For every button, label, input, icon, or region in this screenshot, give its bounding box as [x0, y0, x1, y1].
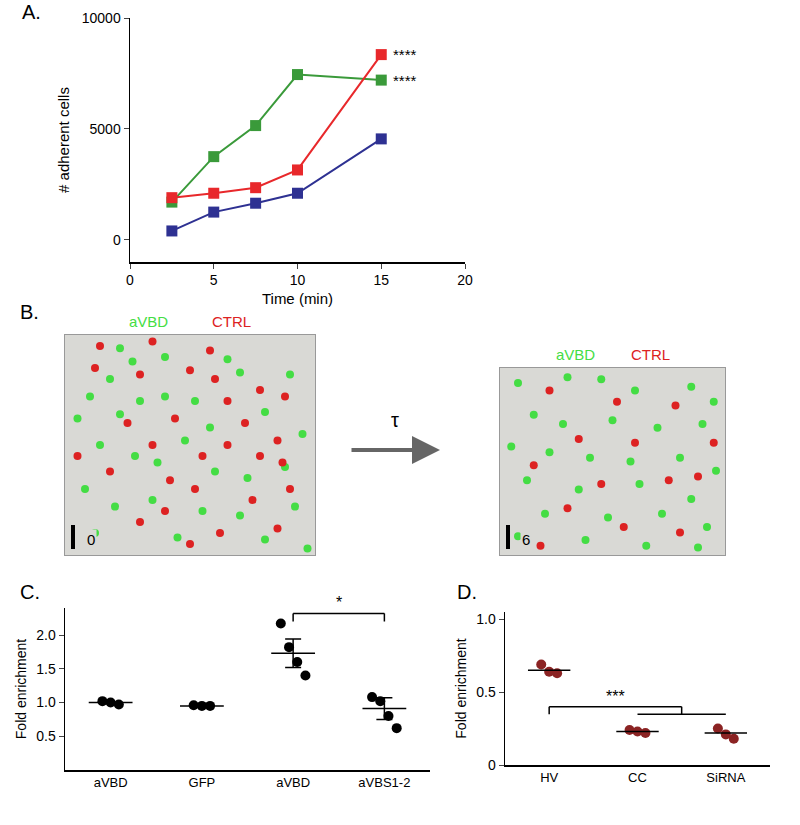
svg-text:Fold enrichment: Fold enrichment: [453, 638, 469, 738]
svg-text:0: 0: [126, 272, 134, 288]
svg-text:D.: D.: [457, 581, 477, 603]
svg-text:Time (min): Time (min): [262, 290, 333, 307]
svg-text:CTRL: CTRL: [212, 313, 251, 330]
svg-text:τ: τ: [391, 409, 399, 431]
svg-text:20: 20: [457, 272, 473, 288]
svg-text:aVBD: aVBD: [129, 313, 168, 330]
svg-text:0: 0: [113, 232, 121, 248]
svg-text:# adherent cells: # adherent cells: [55, 87, 72, 193]
svg-text:10000: 10000: [82, 10, 121, 26]
svg-text:1.5: 1.5: [36, 661, 56, 677]
svg-text:HV: HV: [540, 770, 558, 785]
svg-text:1.0: 1.0: [476, 611, 496, 627]
svg-text:0: 0: [488, 757, 496, 773]
svg-text:*: *: [336, 594, 342, 611]
svg-text:****: ****: [393, 72, 417, 89]
svg-text:CTRL: CTRL: [631, 346, 670, 363]
svg-text:****: ****: [393, 46, 417, 63]
svg-text:10: 10: [290, 272, 306, 288]
svg-text:0.5: 0.5: [476, 684, 496, 700]
svg-text:15: 15: [373, 272, 389, 288]
svg-text:1.0: 1.0: [36, 694, 56, 710]
svg-text:0: 0: [87, 531, 95, 548]
svg-text:SiRNA: SiRNA: [706, 770, 745, 785]
svg-text:aVBD: aVBD: [556, 346, 595, 363]
svg-text:aVBD: aVBD: [94, 775, 128, 790]
svg-text:2.0: 2.0: [36, 627, 56, 643]
svg-text:aVBD: aVBD: [276, 775, 310, 790]
svg-text:B.: B.: [20, 301, 39, 323]
svg-text:CC: CC: [628, 770, 647, 785]
svg-text:***: ***: [606, 688, 625, 705]
svg-text:C.: C.: [20, 581, 40, 603]
svg-text:aVBS1-2: aVBS1-2: [358, 775, 410, 790]
svg-text:GFP: GFP: [189, 775, 216, 790]
svg-text:5000: 5000: [90, 121, 121, 137]
svg-text:6: 6: [522, 531, 530, 548]
svg-text:0.5: 0.5: [36, 728, 56, 744]
svg-text:A.: A.: [22, 1, 41, 23]
svg-text:5: 5: [210, 272, 218, 288]
svg-text:Fold enrichment: Fold enrichment: [13, 639, 29, 739]
